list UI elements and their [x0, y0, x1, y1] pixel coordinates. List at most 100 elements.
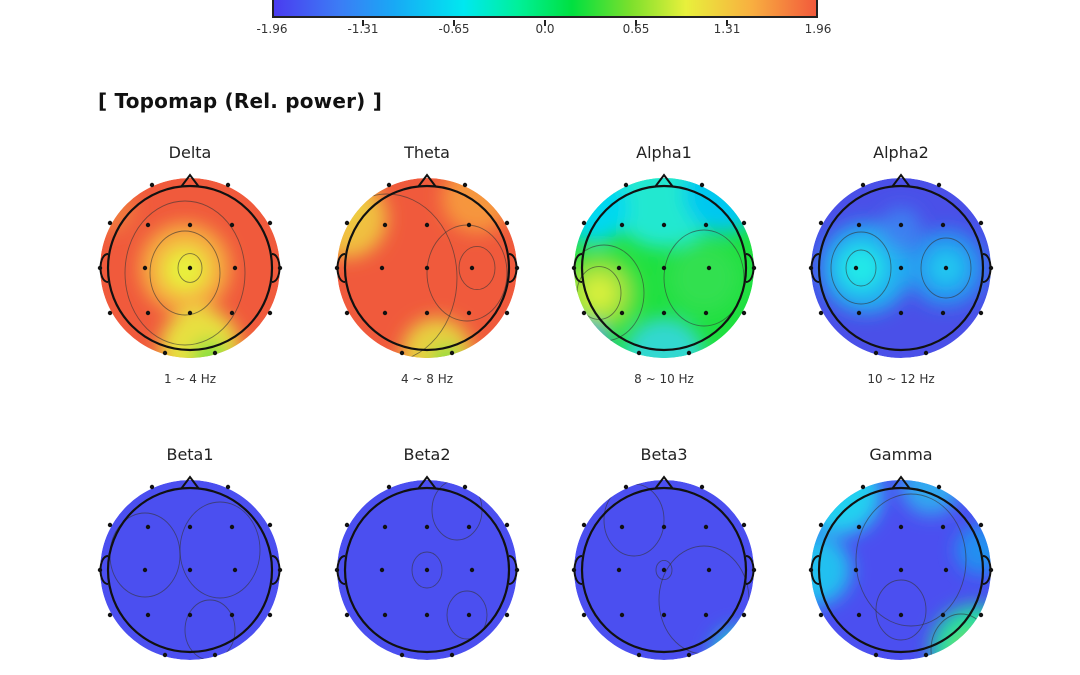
band-range: 10 ~ 12 Hz [867, 372, 935, 386]
electrode-dot [741, 310, 747, 316]
electrode-dot [225, 182, 231, 188]
electrode-dot [162, 652, 168, 658]
electrode-dot [860, 182, 866, 188]
electrode-dot [334, 265, 340, 271]
electrode-dot [936, 182, 942, 188]
electrode-dot [466, 524, 472, 530]
head-outline [106, 486, 274, 654]
electrode-dot [581, 310, 587, 316]
contour-line [875, 579, 927, 641]
head-outline [580, 486, 748, 654]
electrode-dot [661, 265, 667, 271]
electrode-dot [741, 522, 747, 528]
electrode-dot [142, 567, 148, 573]
electrode-dot [424, 524, 430, 530]
colorbar-tick-label: -0.65 [438, 22, 470, 36]
contour-line [337, 193, 458, 358]
electrode-dot [699, 484, 705, 490]
electrode-dot [277, 567, 283, 573]
electrode-dot [818, 612, 824, 618]
electrode-dot [856, 310, 862, 316]
electrode-dot [225, 484, 231, 490]
topomap-alpha2 [808, 173, 994, 358]
electrode-dot [107, 220, 113, 226]
electrode-dot [703, 524, 709, 530]
electrode-dot [898, 222, 904, 228]
colorbar-tick-label: -1.31 [347, 22, 379, 36]
electrode-dot [571, 265, 577, 271]
contour-line [179, 501, 261, 599]
contour-line [855, 493, 967, 627]
electrode-dot [229, 524, 235, 530]
band-range: 4 ~ 8 Hz [400, 372, 454, 386]
electrode-dot [504, 612, 510, 618]
nose-icon [891, 173, 911, 188]
electrode-dot [808, 567, 814, 573]
colorbar-tick-label: 1.31 [713, 22, 741, 36]
electrode-dot [751, 265, 757, 271]
topomap-field [337, 178, 517, 358]
electrode-dot [898, 310, 904, 316]
electrode-dot [187, 265, 193, 271]
electrode-dot [142, 265, 148, 271]
contour-line [663, 229, 745, 327]
band-title: Alpha2 [873, 143, 929, 162]
electrode-dot [187, 524, 193, 530]
colorbar-tick-label: 1.96 [804, 22, 832, 36]
electrode-dot [978, 522, 984, 528]
electrode-dot [571, 567, 577, 573]
electrode-dot [145, 612, 151, 618]
electrode-dot [382, 222, 388, 228]
electrode-dot [978, 310, 984, 316]
electrode-dot [943, 567, 949, 573]
electrode-dot [623, 484, 629, 490]
colorbar-tick-label: 0.65 [622, 22, 650, 36]
electrode-dot [229, 612, 235, 618]
electrode-dot [514, 265, 520, 271]
nose-icon [417, 475, 437, 490]
electrode-dot [504, 310, 510, 316]
electrode-dot [386, 182, 392, 188]
colorbar-tick-label: -1.96 [256, 22, 288, 36]
electrode-dot [107, 612, 113, 618]
electrode-dot [661, 567, 667, 573]
electrode-dot [379, 567, 385, 573]
electrode-dot [856, 612, 862, 618]
nose-icon [417, 173, 437, 188]
electrode-dot [978, 220, 984, 226]
electrode-dot [382, 310, 388, 316]
electrode-dot [97, 567, 103, 573]
electrode-dot [424, 222, 430, 228]
electrode-dot [860, 484, 866, 490]
electrode-dot [988, 567, 994, 573]
electrode-dot [267, 310, 273, 316]
electrode-dot [386, 484, 392, 490]
electrode-dot [267, 220, 273, 226]
topomap-alpha1 [571, 173, 757, 358]
contour-line [446, 590, 488, 640]
electrode-dot [923, 350, 929, 356]
band-title: Beta2 [403, 445, 451, 464]
contour-line [830, 231, 892, 305]
electrode-dot [616, 567, 622, 573]
contour-line [411, 551, 443, 589]
nose-icon [654, 173, 674, 188]
electrode-dot [703, 222, 709, 228]
electrode-dot [469, 265, 475, 271]
electrode-dot [581, 522, 587, 528]
electrode-dot [514, 567, 520, 573]
topomap-beta3 [571, 475, 757, 660]
topomap-field [811, 178, 991, 358]
electrode-dot [334, 567, 340, 573]
head-outline [343, 486, 511, 654]
electrode-dot [853, 265, 859, 271]
band-title: Alpha1 [636, 143, 692, 162]
electrode-dot [462, 182, 468, 188]
electrode-dot [898, 612, 904, 618]
electrode-dot [923, 652, 929, 658]
topomap-beta1 [97, 475, 283, 660]
electrode-dot [703, 612, 709, 618]
electrode-dot [661, 222, 667, 228]
electrode-dot [145, 524, 151, 530]
topomap-field [100, 178, 280, 358]
